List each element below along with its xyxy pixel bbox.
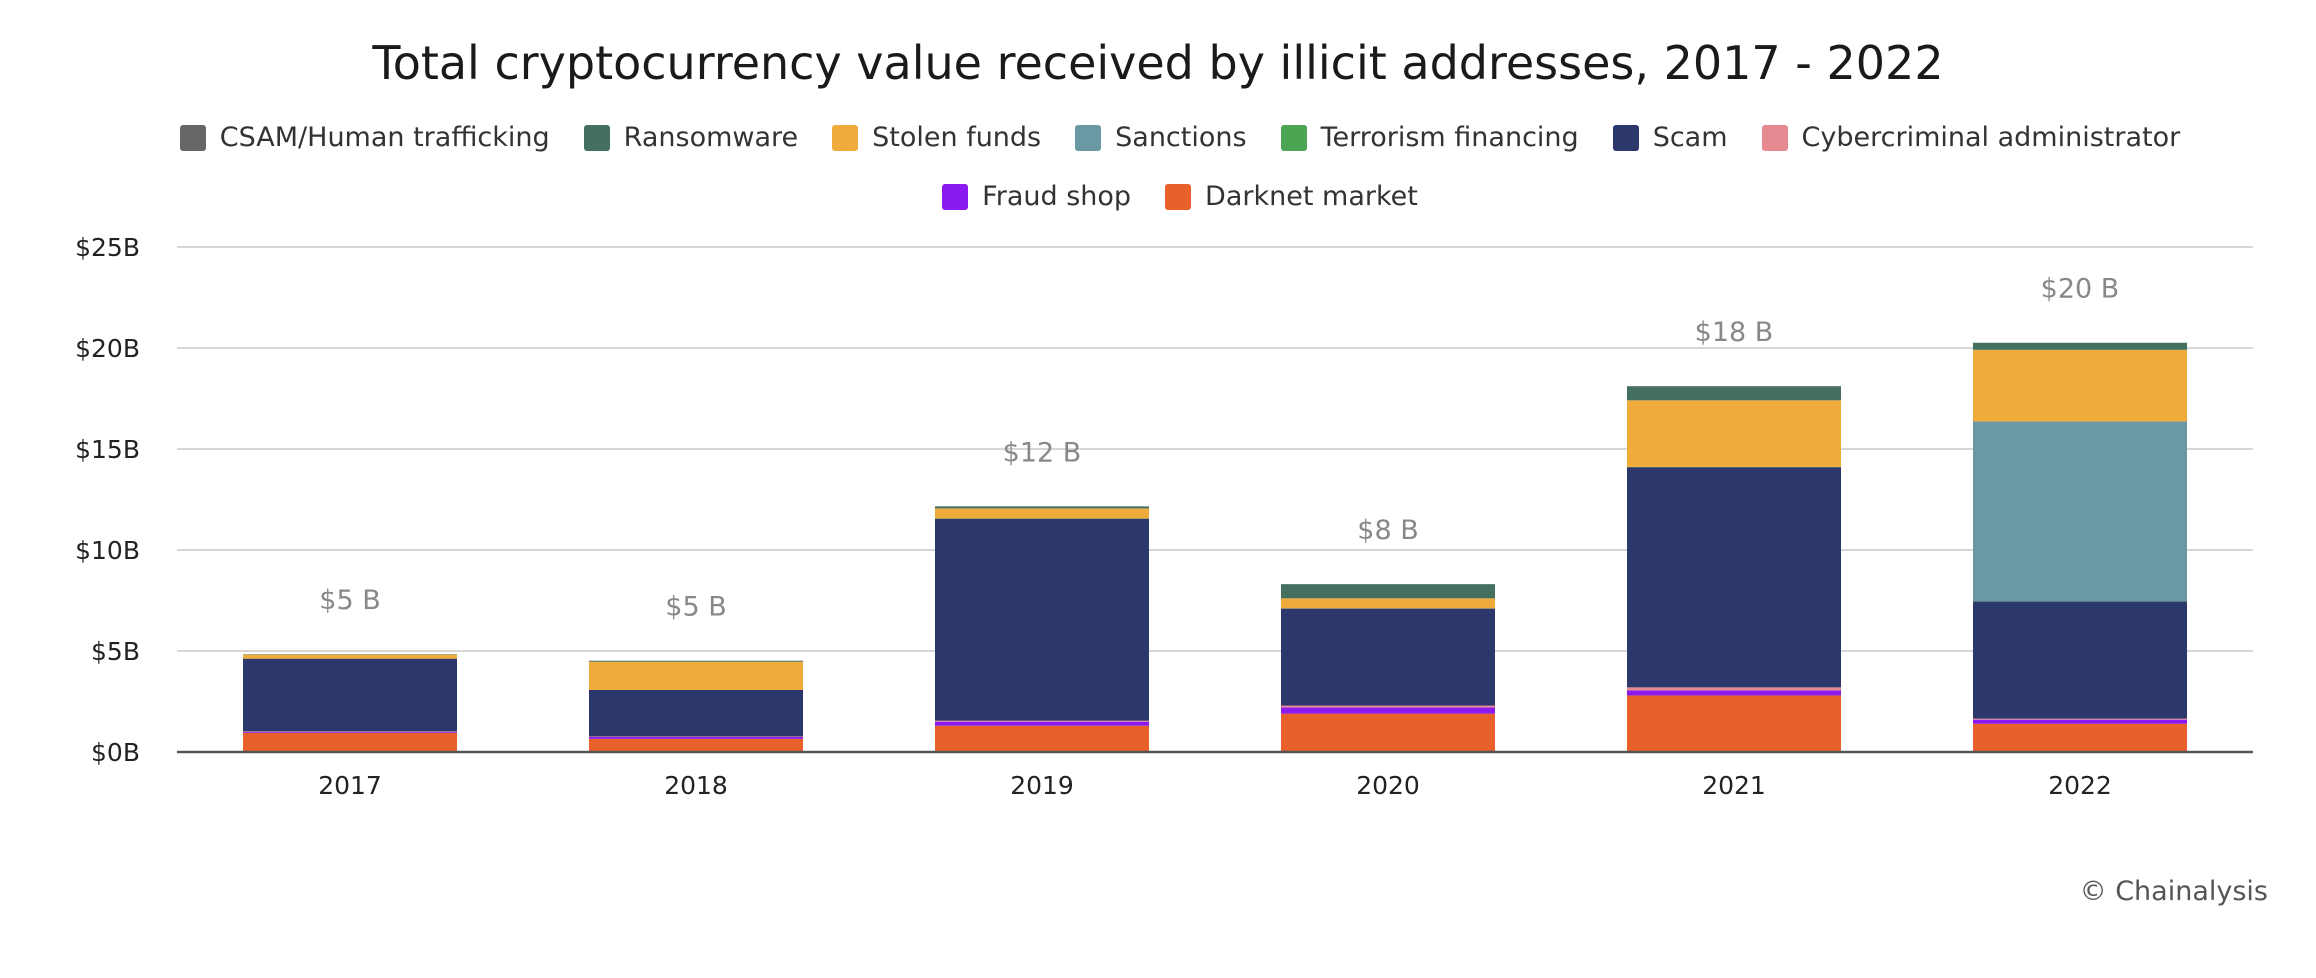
total-label: $18 B (1695, 317, 1774, 348)
x-tick-label: 2019 (1010, 771, 1074, 800)
bar-segment-darknet-market (1281, 713, 1495, 752)
source-credit: © Chainalysis (2079, 876, 2268, 907)
bar-segment-ransomware (1281, 584, 1495, 599)
bar-segment-darknet-market (589, 738, 803, 752)
bar-segment-stolen-funds (589, 661, 803, 690)
legend-swatch (583, 124, 610, 151)
total-label: $5 B (319, 585, 380, 616)
total-label: $5 B (665, 592, 726, 623)
bar-segment-darknet-market (935, 725, 1149, 752)
y-tick-label: $10B (75, 536, 140, 565)
bar-segment-ransomware (935, 506, 1149, 509)
x-tick-label: 2017 (318, 771, 382, 800)
y-tick-label: $5B (91, 637, 140, 666)
legend-item: Terrorism financing (1280, 122, 1579, 153)
legend-label: Fraud shop (982, 181, 1132, 212)
legend-swatch (1612, 124, 1639, 151)
bar-segment-scam (935, 518, 1149, 721)
bar-segment-fraud-shop (589, 736, 803, 739)
bar-segment-cybercriminal-administrator (935, 720, 1149, 722)
legend-label: Scam (1652, 122, 1728, 153)
legend-label: Terrorism financing (1320, 122, 1579, 153)
bar-segment-fraud-shop (935, 721, 1149, 726)
legend-swatch (1075, 124, 1102, 151)
bar-segment-scam (1281, 608, 1495, 706)
bar-segment-scam (243, 658, 457, 732)
legend-item: Ransomware (583, 122, 799, 153)
total-label: $12 B (1003, 437, 1082, 468)
legend-label: Stolen funds (872, 122, 1042, 153)
legend: CSAM/Human trafficking Ransomware Stolen f… (100, 122, 2260, 212)
legend-item: Darknet market (1165, 181, 1418, 212)
legend-item: Fraud shop (942, 181, 1131, 212)
bar-segment-fraud-shop (1973, 719, 2187, 724)
bar-segment-darknet-market (243, 732, 457, 752)
y-tick-label: $15B (75, 435, 140, 464)
legend-swatch (1165, 183, 1192, 210)
bar-segment-ransomware (1627, 386, 1841, 401)
legend-swatch (1280, 124, 1307, 151)
bar-segment-cybercriminal-administrator (1281, 705, 1495, 708)
bar-segment-stolen-funds (1281, 598, 1495, 609)
legend-item: Sanctions (1075, 122, 1247, 153)
chart-title: Total cryptocurrency value received by i… (372, 36, 1944, 90)
legend-item: Scam (1612, 122, 1728, 153)
legend-item: Stolen funds (832, 122, 1041, 153)
total-label: $8 B (1357, 515, 1418, 546)
x-tick-label: 2022 (2048, 771, 2112, 800)
legend-swatch (179, 124, 206, 151)
x-tick-label: 2020 (1356, 771, 1420, 800)
bar-segment-ransomware (1973, 342, 2187, 350)
bar-segment-ransomware (589, 660, 803, 662)
legend-label: Sanctions (1115, 122, 1247, 153)
bar-segment-cybercriminal-administrator (1627, 687, 1841, 691)
legend-label: Cybercriminal administrator (1801, 122, 2181, 153)
bar-segment-scam (589, 689, 803, 737)
bar-segment-fraud-shop (1281, 707, 1495, 714)
legend-label: CSAM/Human trafficking (219, 122, 550, 153)
bar-segment-fraud-shop (1627, 690, 1841, 696)
bar-segment-darknet-market (1973, 723, 2187, 752)
bar-segment-scam (1627, 467, 1841, 688)
y-tick-label: $20B (75, 334, 140, 363)
bar-segment-stolen-funds (1627, 400, 1841, 467)
bar-segment-darknet-market (1627, 695, 1841, 752)
y-tick-label: $25B (75, 233, 140, 262)
legend-label: Darknet market (1205, 181, 1418, 212)
x-tick-label: 2018 (664, 771, 728, 800)
bar-segment-stolen-funds (243, 654, 457, 659)
legend-item: CSAM/Human trafficking (179, 122, 550, 153)
x-tick-label: 2021 (1702, 771, 1766, 800)
bar-segment-scam (1973, 601, 2187, 719)
bar-segment-stolen-funds (1973, 349, 2187, 422)
y-tick-label: $0B (91, 738, 140, 767)
bar-segment-fraud-shop (243, 731, 457, 733)
legend-label: Ransomware (623, 122, 799, 153)
legend-item: Cybercriminal administrator (1761, 122, 2181, 153)
legend-swatch (832, 124, 859, 151)
bar-segment-sanctions (1973, 421, 2187, 602)
legend-swatch (1761, 124, 1788, 151)
bar-segment-cybercriminal-administrator (1973, 718, 2187, 720)
legend-swatch (942, 183, 969, 210)
total-label: $20 B (2041, 274, 2120, 305)
bar-segment-stolen-funds (935, 508, 1149, 519)
